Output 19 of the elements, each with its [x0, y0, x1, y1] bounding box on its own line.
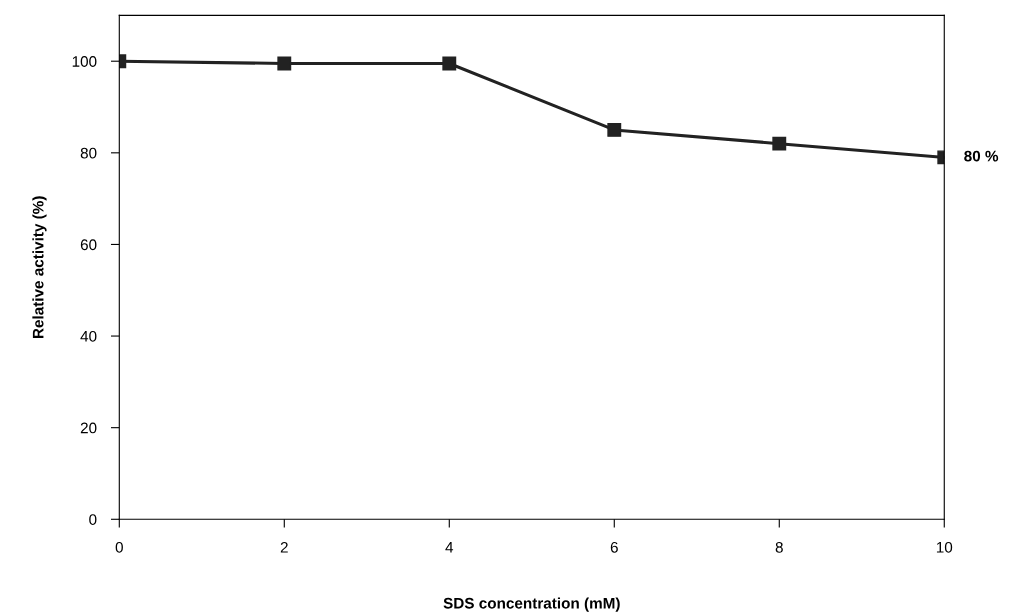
y-tick-label: 40 [80, 330, 97, 342]
x-tick-label: 2 [280, 541, 288, 553]
y-tick-label: 20 [80, 422, 97, 434]
annotation: 80 % [964, 150, 999, 162]
point [607, 122, 622, 137]
x-tick-label: 8 [775, 541, 783, 553]
y-tick-label: 80 [80, 147, 97, 159]
point [277, 56, 292, 71]
x-tick-label: 0 [115, 541, 123, 553]
y-axis-title: Relative activity (%) [32, 196, 47, 339]
x-tick-label: 10 [936, 541, 953, 553]
x-axis-title: SDS concentration (mM) [443, 597, 620, 612]
x-tick-label: 6 [610, 541, 618, 553]
y-tick-label: 100 [72, 56, 97, 67]
point [442, 56, 457, 71]
x-tick-label: 4 [445, 542, 454, 553]
y-tick-label: 0 [89, 514, 97, 525]
y-tick-label: 60 [80, 239, 97, 251]
point [772, 136, 787, 151]
